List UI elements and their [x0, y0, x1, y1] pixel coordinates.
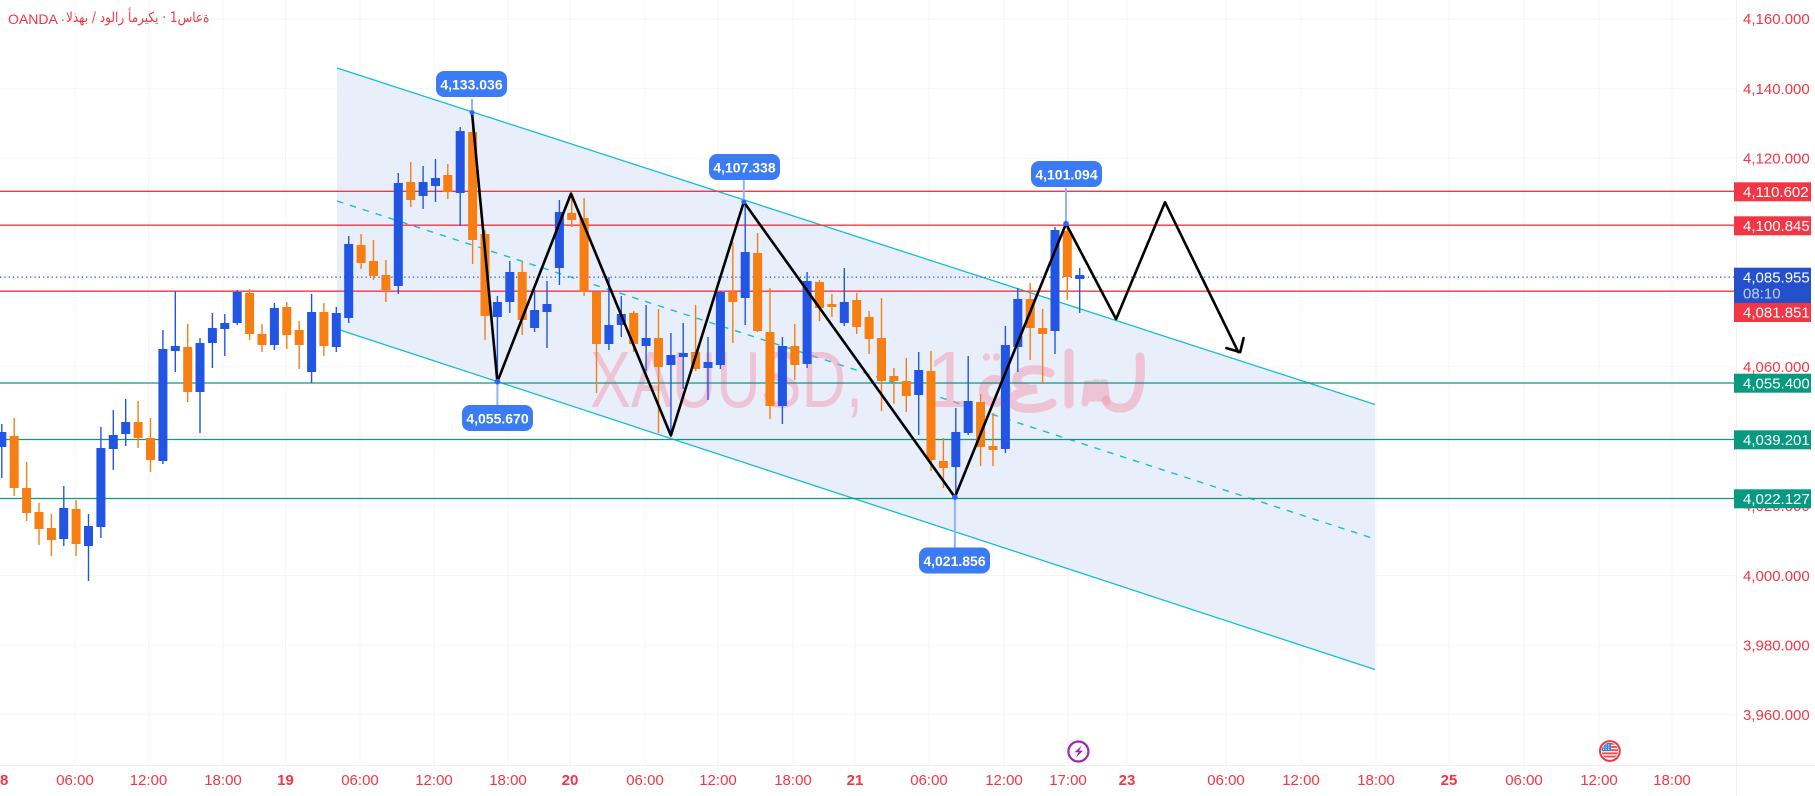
svg-text:21: 21 [847, 772, 864, 789]
svg-text:4,120.000: 4,120.000 [1743, 150, 1810, 167]
svg-text:18:00: 18:00 [489, 772, 527, 789]
svg-text:12:00: 12:00 [1580, 772, 1618, 789]
svg-text:3,980.000: 3,980.000 [1743, 637, 1810, 654]
svg-text:20: 20 [562, 772, 579, 789]
svg-text:4,085.955: 4,085.955 [1743, 270, 1810, 287]
svg-text:18:00: 18:00 [774, 772, 812, 789]
svg-text:3,960.000: 3,960.000 [1743, 707, 1810, 724]
svg-text:06:00: 06:00 [626, 772, 664, 789]
svg-text:4,160.000: 4,160.000 [1743, 11, 1810, 28]
svg-text:18:00: 18:00 [204, 772, 242, 789]
svg-text:18:00: 18:00 [1357, 772, 1395, 789]
svg-text:4,000.000: 4,000.000 [1743, 568, 1810, 585]
svg-text:18:00: 18:00 [1653, 772, 1691, 789]
svg-text:4,140.000: 4,140.000 [1743, 81, 1810, 98]
svg-text:4,022.127: 4,022.127 [1743, 491, 1810, 508]
svg-text:4,107.338: 4,107.338 [713, 160, 775, 176]
svg-text:12:00: 12:00 [699, 772, 737, 789]
svg-text:06:00: 06:00 [1207, 772, 1245, 789]
svg-text:4,039.201: 4,039.201 [1743, 432, 1810, 449]
svg-text:23: 23 [1119, 772, 1136, 789]
svg-text:18: 18 [0, 772, 8, 789]
svg-text:4,081.851: 4,081.851 [1743, 305, 1810, 322]
svg-text:4,110.602: 4,110.602 [1743, 184, 1809, 201]
svg-text:4,101.094: 4,101.094 [1035, 167, 1097, 183]
svg-text:06:00: 06:00 [341, 772, 379, 789]
svg-text:17:00: 17:00 [1049, 772, 1087, 789]
svg-text:06:00: 06:00 [910, 772, 948, 789]
svg-text:08:10: 08:10 [1743, 285, 1781, 302]
svg-text:4,055.670: 4,055.670 [466, 411, 528, 427]
svg-text:06:00: 06:00 [56, 772, 94, 789]
svg-text:19: 19 [277, 772, 294, 789]
svg-text:12:00: 12:00 [1282, 772, 1320, 789]
svg-text:12:00: 12:00 [985, 772, 1023, 789]
svg-text:4,100.845: 4,100.845 [1743, 218, 1810, 235]
svg-text:4,055.400: 4,055.400 [1743, 375, 1810, 392]
svg-text:12:00: 12:00 [130, 772, 168, 789]
svg-text:06:00: 06:00 [1505, 772, 1543, 789]
svg-text:·: · [61, 11, 66, 27]
svg-text:4,060.000: 4,060.000 [1743, 359, 1810, 376]
svg-text:4,133.036: 4,133.036 [440, 77, 502, 93]
svg-text:25: 25 [1441, 772, 1458, 789]
svg-text:OANDA: OANDA [8, 11, 58, 27]
svg-text:XAUUSD,: XAUUSD, [590, 335, 863, 424]
svg-text:12:00: 12:00 [415, 772, 453, 789]
svg-text:4,021.856: 4,021.856 [923, 553, 985, 569]
